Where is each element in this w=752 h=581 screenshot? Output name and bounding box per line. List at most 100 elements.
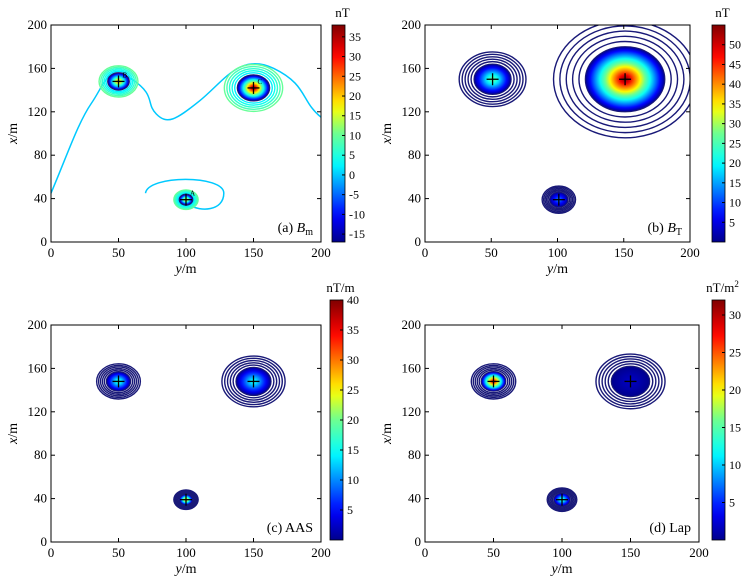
contour-ring [476, 367, 511, 396]
contour-ring [458, 51, 527, 108]
x-axis-label: y/m [545, 262, 568, 277]
colorbar-tick-label: 15 [349, 109, 361, 123]
colorbar-tick-label: 15 [729, 176, 741, 190]
colorbar-tick-label: 5 [729, 215, 735, 229]
x-tick-label: 200 [680, 245, 700, 260]
contour-ring [226, 65, 281, 110]
colorbar-unit: nT [335, 5, 350, 20]
contour-ring [101, 67, 136, 95]
anomaly-layer [95, 355, 286, 511]
contour-ring [472, 364, 515, 399]
contour-ring [598, 355, 663, 408]
y-axis-label: x/m [380, 123, 395, 145]
colorbar-tick-label: 20 [349, 89, 361, 103]
x-tick-label: 150 [614, 245, 634, 260]
contour-ring [226, 359, 281, 403]
contour-ring [544, 187, 574, 212]
colorbar-gradient [711, 299, 726, 541]
contour-ring [551, 491, 573, 508]
source-label: A [190, 190, 195, 198]
x-tick-label: 100 [176, 245, 196, 260]
colorbar-unit: nT/m [326, 280, 354, 295]
x-tick-label: 100 [176, 545, 196, 560]
contour-ring [228, 67, 279, 108]
colorbar-tick-label: 30 [347, 353, 359, 367]
panel-label: (d) Lap [649, 521, 691, 536]
colorbar-tick-label: 5 [349, 148, 355, 162]
colorbar-tick-label: 30 [729, 308, 741, 322]
colorbar: 35 30 25 20 15 10 5 0 -5 -10 -15 nT [331, 5, 365, 243]
colorbar: 50 45 40 35 30 25 20 15 10 5 nT [711, 5, 741, 243]
contour-ring [565, 30, 685, 129]
y-tick-label: 200 [402, 317, 422, 332]
colorbar: 40 35 30 25 20 15 10 5 nT/m [326, 280, 359, 541]
contour-ring [224, 357, 283, 406]
x-tick-label: 100 [552, 545, 572, 560]
colorbar-tick-label: 45 [729, 57, 741, 71]
colorbar-tick-label: -5 [349, 188, 359, 202]
colorbar-tick-label: 35 [729, 97, 741, 111]
y-tick-label: 200 [28, 17, 48, 32]
colorbar-gradient [711, 24, 726, 243]
contour-ring [229, 362, 278, 401]
contour-ring [103, 369, 134, 394]
contour-ring [105, 70, 132, 93]
x-tick-label: 100 [548, 245, 568, 260]
y-tick-label: 80 [408, 147, 421, 162]
colorbar-tick-label: 35 [347, 323, 359, 337]
colorbar-tick-label: 25 [347, 383, 359, 397]
x-tick-label: 200 [311, 545, 331, 560]
source-label: C [258, 78, 263, 86]
y-tick-label: 80 [34, 447, 47, 462]
y-tick-label: 40 [408, 491, 421, 506]
contour-ring [571, 35, 679, 123]
colorbar-tick-label: 35 [349, 30, 361, 44]
y-axis-label: x/m [380, 423, 395, 445]
panel-c-aas: 0 50 100 150 200 0 40 80 120 160 200 y/m x/m (c) AAS 4… [6, 280, 359, 577]
colorbar-tick-label: 25 [729, 136, 741, 150]
anomaly-layer: B C A [51, 62, 321, 211]
contour-ring [559, 25, 690, 134]
y-tick-label: 40 [34, 191, 47, 206]
contour-ring [478, 369, 509, 394]
contour-ring [103, 69, 134, 94]
y-axis-label: x/m [6, 123, 21, 145]
x-axis-label: y/m [174, 262, 197, 277]
contour-ring [464, 56, 521, 103]
colorbar-gradient [331, 24, 346, 243]
contour-ring [461, 53, 524, 105]
contour-ring [552, 25, 690, 139]
y-axis-label: x/m [6, 423, 21, 445]
panel-d-lap: 0 50 100 150 200 0 40 80 120 160 200 y/m x/m (d) Lap 3… [380, 279, 741, 577]
colorbar-unit: nT/m2 [706, 279, 739, 295]
anomaly-layer [458, 25, 690, 215]
contour-ring [177, 492, 195, 507]
colorbar-tick-label: 30 [349, 50, 361, 64]
contour-ring [541, 185, 577, 215]
colorbar-tick-label: 10 [347, 473, 359, 487]
y-tick-label: 160 [28, 360, 48, 375]
colorbar-tick-label: 10 [349, 128, 361, 142]
y-tick-label: 120 [28, 404, 48, 419]
contour-ring [546, 487, 578, 513]
contour-ring [547, 488, 577, 512]
x-tick-label: 150 [244, 245, 264, 260]
contour-ring [98, 65, 139, 98]
contour-ring [101, 367, 136, 396]
contour-ring [175, 490, 197, 509]
contour-ring [232, 364, 275, 399]
zero-contour [51, 62, 321, 194]
contour-ring [578, 40, 672, 118]
contour-ring [174, 190, 198, 210]
panel-label: (c) AAS [267, 521, 313, 536]
panel-b-bt: 0 50 100 150 200 0 40 80 120 160 200 y/m x/m (b) BT 50… [380, 5, 741, 277]
y-tick-label: 120 [28, 104, 48, 119]
colorbar-tick-label: 15 [729, 421, 741, 435]
zero-contour [144, 178, 225, 210]
contour-ring [177, 192, 195, 207]
contour-ring [234, 72, 273, 104]
x-axis-label: y/m [550, 562, 573, 577]
colorbar-tick-label: 30 [729, 117, 741, 131]
anomaly-layer [470, 353, 666, 513]
